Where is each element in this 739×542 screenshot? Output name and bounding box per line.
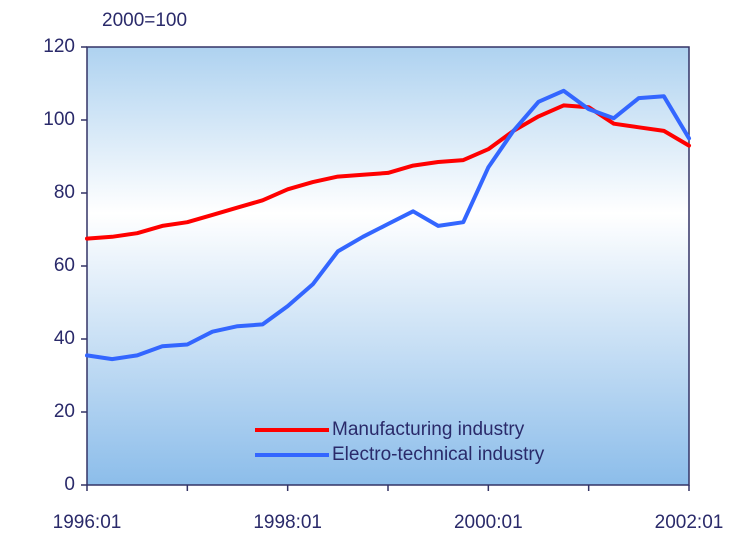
x-tick-label: 2000:01: [454, 512, 523, 533]
plot-area: [86, 46, 690, 486]
y-tick-label: 0: [64, 474, 75, 495]
y-tick-label: 80: [54, 182, 75, 203]
legend-label: Manufacturing industry: [332, 419, 525, 440]
chart-subtitle: 2000=100: [102, 10, 187, 31]
series-line: [85, 88, 691, 362]
y-tick-label: 40: [54, 328, 75, 349]
y-tick-label: 20: [54, 401, 75, 422]
y-tick-label: 100: [43, 109, 75, 130]
y-tick-label: 60: [54, 255, 75, 276]
x-tick-label: 1996:01: [53, 512, 122, 533]
x-tick-label: 2002:01: [655, 512, 724, 533]
x-tick-label: 1998:01: [253, 512, 322, 533]
legend-label: Electro-technical industry: [332, 444, 545, 465]
y-tick-label: 120: [43, 36, 75, 57]
